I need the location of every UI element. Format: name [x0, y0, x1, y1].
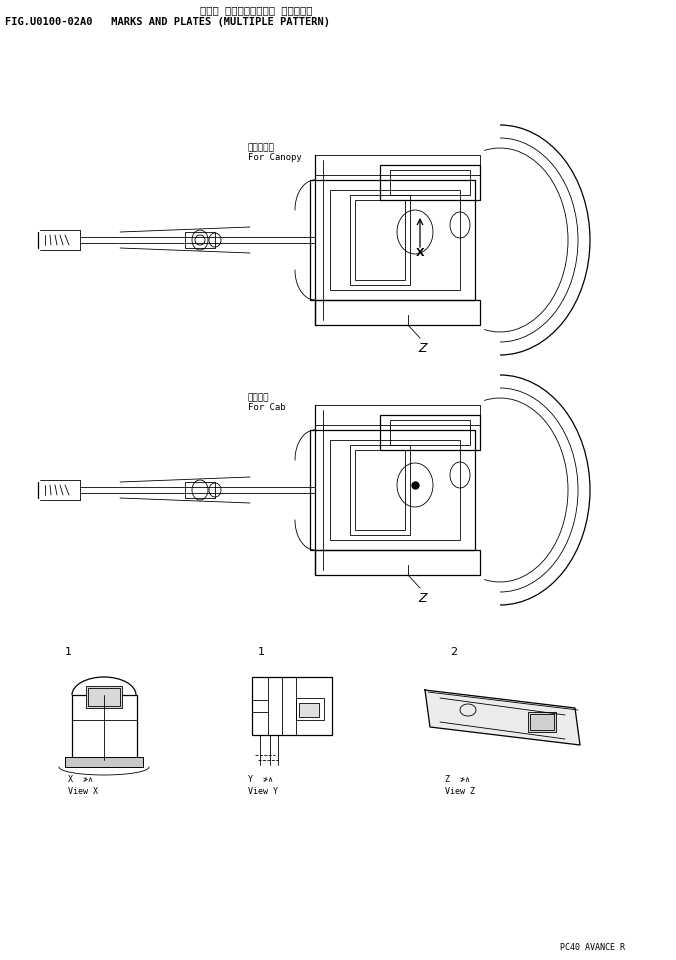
- Bar: [330, 190, 460, 290]
- Bar: [350, 195, 410, 285]
- Bar: [315, 300, 480, 325]
- Bar: [310, 430, 475, 550]
- Text: X  ≯∧: X ≯∧: [68, 775, 93, 784]
- Text: キャノピ用: キャノピ用: [248, 143, 275, 152]
- Bar: [380, 165, 480, 200]
- Bar: [315, 550, 480, 575]
- Bar: [310, 180, 475, 300]
- Bar: [330, 440, 460, 540]
- Text: FIG.U0100-02A0   MARKS AND PLATES (MULTIPLE PATTERN): FIG.U0100-02A0 MARKS AND PLATES (MULTIPL…: [5, 17, 330, 27]
- Bar: [350, 445, 410, 535]
- Bar: [390, 170, 470, 195]
- Text: Z: Z: [418, 342, 427, 355]
- Bar: [315, 405, 480, 425]
- Bar: [252, 677, 332, 735]
- Bar: [355, 200, 405, 280]
- Bar: [355, 450, 405, 530]
- Bar: [315, 155, 480, 175]
- Bar: [72, 695, 137, 760]
- Bar: [528, 712, 556, 732]
- Bar: [380, 415, 480, 450]
- Bar: [86, 686, 122, 708]
- Text: For Cab: For Cab: [248, 403, 286, 412]
- Bar: [296, 698, 324, 720]
- Text: Z  ≯∧: Z ≯∧: [445, 775, 470, 784]
- Text: 2: 2: [450, 647, 457, 657]
- Bar: [185, 232, 215, 248]
- Polygon shape: [425, 690, 580, 745]
- Bar: [65, 757, 143, 767]
- Text: PC40 AVANCE R: PC40 AVANCE R: [560, 943, 625, 952]
- Text: View Y: View Y: [248, 787, 278, 796]
- Bar: [185, 482, 215, 498]
- Bar: [88, 688, 120, 706]
- Text: For Canopy: For Canopy: [248, 153, 301, 162]
- Text: X: X: [416, 248, 425, 258]
- Text: View X: View X: [68, 787, 98, 796]
- Bar: [65, 757, 143, 767]
- Bar: [530, 714, 554, 730]
- Text: 1: 1: [258, 647, 265, 657]
- Text: キャブ用: キャブ用: [248, 393, 270, 402]
- Text: View Z: View Z: [445, 787, 475, 796]
- Text: Y  ≯∧: Y ≯∧: [248, 775, 273, 784]
- Text: 1: 1: [65, 647, 72, 657]
- Bar: [299, 703, 319, 717]
- Bar: [390, 420, 470, 445]
- Text: マーク プレート（マルチ パターン）: マーク プレート（マルチ パターン）: [200, 5, 312, 15]
- Text: Z: Z: [418, 592, 427, 605]
